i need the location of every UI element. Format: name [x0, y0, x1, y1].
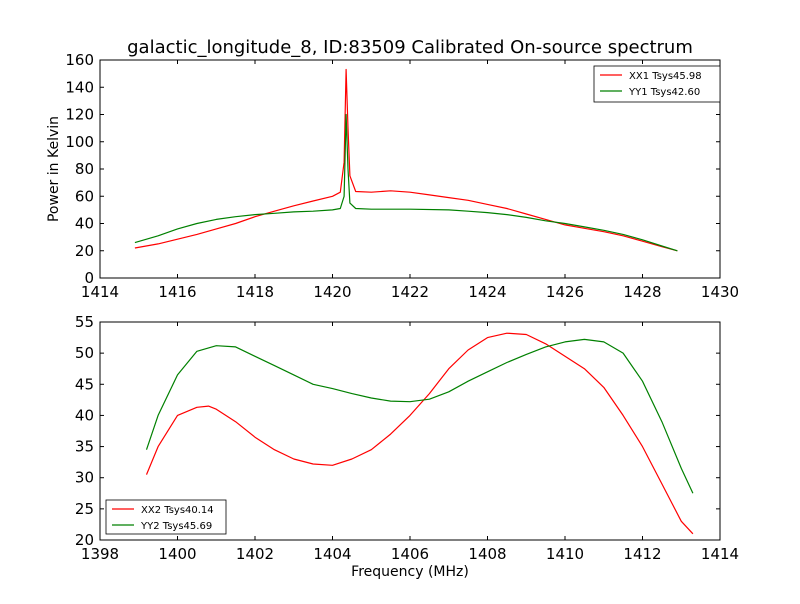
y-tick-label: 25 [75, 500, 94, 518]
y-tick-label: 40 [75, 406, 94, 424]
y-tick-label: 50 [75, 344, 94, 362]
x-tick-label: 1402 [236, 545, 274, 563]
x-tick-label: 1404 [313, 545, 351, 563]
x-tick-label: 1422 [391, 283, 429, 301]
legend-box [105, 499, 227, 535]
x-tick-label: 1426 [546, 283, 584, 301]
x-tick-label: 1410 [546, 545, 584, 563]
legend-label-1: XX1 Tsys45.98 [629, 71, 702, 82]
x-tick-label: 1424 [468, 283, 506, 301]
x-tick-label: 1430 [701, 283, 739, 301]
legend-label-2: YY2 Tsys45.69 [140, 521, 212, 532]
y-tick-label: 30 [75, 469, 94, 487]
x-tick-label: 1414 [81, 283, 119, 301]
x-tick-label: 1412 [623, 545, 661, 563]
y-tick-label: 100 [65, 133, 94, 151]
x-tick-label: 1416 [158, 283, 196, 301]
chart-title: galactic_longitude_8, ID:83509 Calibrate… [127, 37, 693, 58]
x-tick-label: 1406 [391, 545, 429, 563]
top-subplot: galactic_longitude_8, ID:83509 Calibrate… [46, 37, 739, 301]
x-tick-label: 1428 [623, 283, 661, 301]
x-axis-label: Frequency (MHz) [351, 564, 469, 580]
legend-label-2: YY1 Tsys42.60 [628, 87, 700, 98]
legend-box [593, 65, 721, 103]
y-tick-label: 140 [65, 78, 94, 96]
y-tick-label: 20 [75, 531, 94, 549]
series-line-2 [134, 113, 678, 252]
legend: XX1 Tsys45.98 YY1 Tsys42.60 [593, 65, 721, 103]
series-line-1 [134, 68, 678, 252]
x-tick-label: 1418 [236, 283, 274, 301]
y-tick-label: 45 [75, 375, 94, 393]
y-tick-label: 120 [65, 106, 94, 124]
x-tick-label: 1414 [701, 545, 739, 563]
y-axis-label: Power in Kelvin [46, 116, 62, 222]
legend-label-1: XX2 Tsys40.14 [141, 505, 214, 516]
y-tick-label: 35 [75, 438, 94, 456]
x-tick-label: 1408 [468, 545, 506, 563]
y-tick-label: 40 [75, 215, 94, 233]
y-tick-label: 80 [75, 160, 94, 178]
x-tick-label: 1400 [158, 545, 196, 563]
x-tick-label: 1398 [81, 545, 119, 563]
series-line-2 [145, 338, 694, 494]
series-line-1 [145, 332, 694, 535]
y-tick-label: 0 [84, 269, 94, 287]
y-tick-label: 60 [75, 187, 94, 205]
bottom-subplot: Frequency (MHz) 1398 1400 1402 1404 1406 1408… [75, 313, 739, 580]
x-tick-label: 1420 [313, 283, 351, 301]
y-tick-label: 55 [75, 313, 94, 331]
y-tick-label: 20 [75, 242, 94, 260]
legend: XX2 Tsys40.14 YY2 Tsys45.69 [105, 499, 227, 535]
y-tick-label: 160 [65, 51, 94, 69]
